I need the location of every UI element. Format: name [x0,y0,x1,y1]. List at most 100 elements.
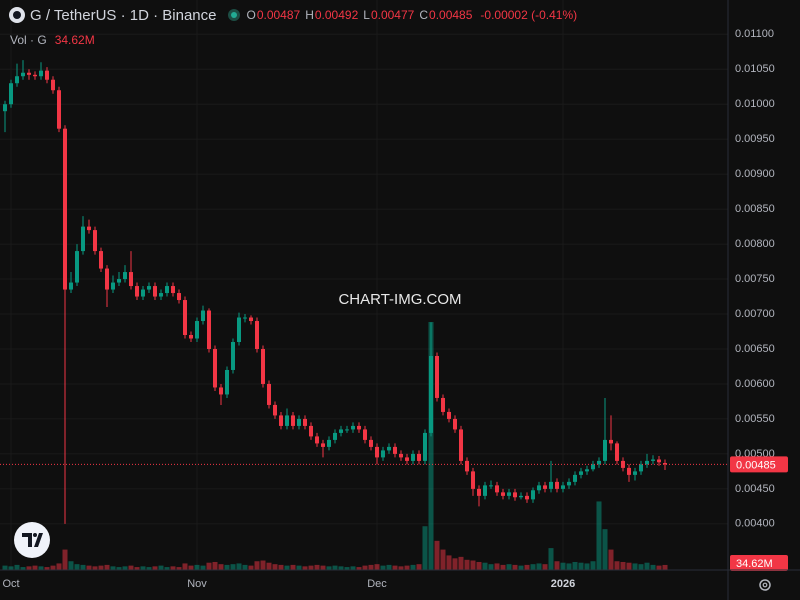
settings-icon[interactable] [759,579,771,591]
candle-body [177,293,181,301]
ohlc-value: 0.00487 [256,8,301,22]
candle-body [357,425,361,430]
candle-body [99,251,103,269]
candle-body [189,335,193,339]
volume-bar [404,565,410,570]
y-tick-label: 0.00700 [735,308,775,320]
volume-bar [284,565,290,570]
candle-body [81,226,85,252]
volume-bar [98,565,104,570]
volume-bar [596,501,602,570]
candle-body [603,439,607,461]
candle-body [633,471,637,475]
volume-bar [254,561,260,570]
volume-bar [428,322,434,570]
candle-body [561,485,565,489]
grid [0,0,728,570]
volume-bar [542,564,548,570]
candle-body [489,485,493,487]
candle-body [555,481,559,489]
candle-body [663,462,667,465]
volume-bar [2,565,8,570]
volume-value: 34.62M [54,33,95,47]
candle-body [309,425,313,437]
volume-bar [230,564,236,570]
y-tick-label: 0.01050 [735,63,775,75]
candle-body [135,286,139,297]
volume-bar [86,565,92,570]
candle-body [351,425,355,430]
volume-bar [440,549,446,570]
x-tick-label: Nov [187,578,207,590]
volume-bar [38,566,44,570]
volume-bar [338,566,344,570]
candle-body [207,310,211,349]
candle-body [339,429,343,433]
candle-body [291,415,295,426]
volume-bar [434,540,440,570]
volume-bar [74,564,80,570]
volume-bar [572,561,578,570]
header: G / TetherUS · 1D · Binance O 0.00487 H 0.0… [8,6,581,24]
volume-bar [470,560,476,570]
volume-bar [236,563,242,570]
candle-body [105,268,109,290]
volume-bar [374,564,380,570]
volume-bar [266,562,272,570]
candle-body [129,272,133,287]
candle-body [39,70,43,77]
y-tick-label: 0.00900 [735,168,775,180]
candle-body [279,415,283,426]
volume-bar [104,564,110,570]
volume-bar [512,564,518,570]
volume-bar [260,560,266,570]
candle-body [399,453,403,458]
candle-body [9,83,13,105]
candle-body [519,495,523,498]
volume-bar [452,558,458,570]
candle-body [435,355,439,398]
candle-body [3,104,7,112]
candle-body [471,471,475,489]
volume-bar [446,555,452,570]
tradingview-logo [14,522,50,558]
volume-bar [32,565,38,570]
volume-bar [248,565,254,570]
volume-bar [356,567,362,570]
volume-bar [584,563,590,570]
volume-bar [422,526,428,570]
candle-body [513,492,517,498]
candle-body [165,286,169,294]
price-tag-label: 0.00485 [736,459,776,471]
volume-bar [644,562,650,570]
volume-bar [170,566,176,570]
ohlc-value: 0.00485 [429,8,473,22]
ohlc-label: C [419,8,429,22]
symbol-title: G / TetherUS · 1D · Binance [30,6,217,24]
volume-bar [62,549,68,570]
candle-body [21,72,25,77]
y-tick-label: 0.00850 [735,203,775,215]
volume-bar [548,548,554,570]
volume-bar [530,564,536,570]
candle-body [243,317,247,319]
volume-bar [116,567,122,570]
volume-bar [410,564,416,570]
volume-legend: Vol · G 34.62M [10,33,95,47]
candle-body [225,369,229,395]
x-tick-label: 2026 [551,578,575,590]
change: -0.00002 (-0.41%) [480,8,578,22]
volume-bar [122,566,128,570]
candle-body [321,443,325,447]
ohlc-value: 0.00477 [370,8,415,22]
volume-layer [2,322,668,570]
candle-body [261,348,265,384]
candle-body [639,464,643,472]
volume-bar [68,561,74,570]
candle-body [171,286,175,294]
volume-bar [206,562,212,570]
candle-body [417,453,421,461]
candle-body [453,418,457,430]
volume-bar [524,564,530,570]
